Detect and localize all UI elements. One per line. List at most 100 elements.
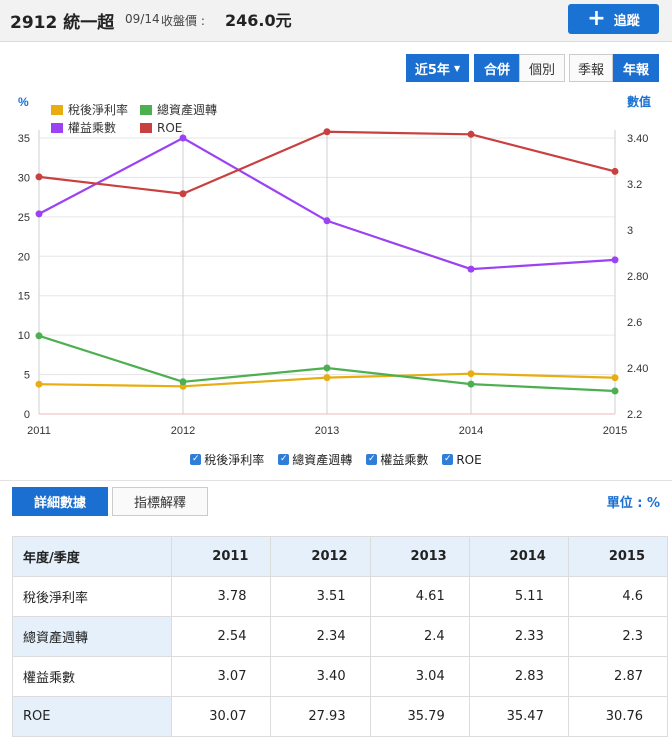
x-tick-label: 2011 xyxy=(27,425,51,437)
cell: 2.54 xyxy=(171,616,272,657)
legend-swatch xyxy=(140,123,152,133)
year-header: 2012 xyxy=(270,536,371,577)
right-tick-label: 2.2 xyxy=(627,409,642,421)
data-point xyxy=(179,378,187,386)
cell: 2.87 xyxy=(567,656,669,697)
corner-header: 年度/季度 xyxy=(11,536,173,577)
data-point xyxy=(179,134,187,142)
year-header: 2013 xyxy=(369,536,470,577)
toggle-label: ROE xyxy=(456,452,482,467)
data-point xyxy=(467,130,475,138)
data-point xyxy=(35,380,43,388)
cell: 2.33 xyxy=(468,616,569,657)
data-point xyxy=(35,173,43,181)
cell: 2.3 xyxy=(567,616,669,657)
left-tick-label: 10 xyxy=(18,330,30,342)
follow-button[interactable]: + 追蹤 xyxy=(568,4,659,34)
cell: 30.76 xyxy=(567,696,669,737)
single-button[interactable]: 個別 xyxy=(519,54,565,82)
checkbox-icon: ✓ xyxy=(366,454,378,465)
left-axis-title: % xyxy=(18,95,29,109)
right-tick-label: 3.40 xyxy=(627,133,648,145)
data-point xyxy=(323,374,331,382)
tab-indicator-explain[interactable]: 指標解釋 xyxy=(112,487,208,516)
section-divider xyxy=(0,480,672,481)
cell: 3.07 xyxy=(171,656,272,697)
cell: 4.6 xyxy=(567,576,669,617)
closing-price: 246.0元 xyxy=(225,11,292,30)
data-point xyxy=(611,167,619,175)
x-tick-label: 2014 xyxy=(459,425,483,437)
table-row: 權益乘數 3.07 3.40 3.04 2.83 2.87 xyxy=(11,656,669,697)
right-tick-label: 3.2 xyxy=(627,179,642,191)
tab-detail-data[interactable]: 詳細數據 xyxy=(12,487,108,516)
toggle-equity-multiplier[interactable]: ✓ 權益乘數 xyxy=(366,451,428,468)
annual-button[interactable]: 年報 xyxy=(613,54,659,82)
cell: 3.78 xyxy=(171,576,272,617)
legend-label: ROE xyxy=(157,121,182,135)
row-label: 總資產週轉 xyxy=(11,616,173,657)
data-point xyxy=(323,128,331,136)
quote-date: 09/14 xyxy=(125,12,160,26)
data-point xyxy=(179,190,187,198)
year-header: 2011 xyxy=(171,536,272,577)
toggle-label: 總資產週轉 xyxy=(292,453,353,467)
follow-label: 追蹤 xyxy=(613,13,640,29)
right-tick-label: 2.40 xyxy=(627,363,648,375)
legend-swatch xyxy=(51,123,63,133)
series-toggle-legend: ✓ 稅後淨利率 ✓ 總資產週轉 ✓ 權益乘數 ✓ ROE xyxy=(0,451,672,468)
table-header-row: 年度/季度 2011 2012 2013 2014 2015 xyxy=(11,536,669,577)
data-point xyxy=(323,364,331,372)
data-point xyxy=(611,256,619,264)
checkbox-icon: ✓ xyxy=(442,454,454,465)
right-tick-label: 3 xyxy=(627,225,633,237)
data-point xyxy=(611,374,619,382)
table-row: ROE 30.07 27.93 35.79 35.47 30.76 xyxy=(11,696,669,737)
data-point xyxy=(35,210,43,218)
cell: 2.34 xyxy=(270,616,371,657)
merge-button[interactable]: 合併 xyxy=(474,54,520,82)
year-header: 2015 xyxy=(567,536,669,577)
legend-label: 總資產週轉 xyxy=(157,102,217,117)
quarter-button[interactable]: 季報 xyxy=(569,54,613,82)
cell: 3.51 xyxy=(270,576,371,617)
legend-label: 權益乘數 xyxy=(68,121,116,135)
plus-icon: + xyxy=(587,6,606,31)
legend-label: 稅後淨利率 xyxy=(68,102,128,117)
toggle-net-margin[interactable]: ✓ 稅後淨利率 xyxy=(190,451,264,468)
period-label: 近5年 xyxy=(414,62,450,78)
cell: 27.93 xyxy=(270,696,371,737)
cell: 3.40 xyxy=(270,656,371,697)
stock-title: 2912 統一超 xyxy=(10,13,115,33)
data-point xyxy=(467,380,475,388)
legend-swatch xyxy=(140,105,152,115)
row-label: 權益乘數 xyxy=(11,656,173,697)
data-point xyxy=(35,332,43,340)
left-tick-label: 15 xyxy=(18,291,30,303)
legend-swatch xyxy=(51,105,63,115)
period-dropdown[interactable]: 近5年 ▼ xyxy=(406,54,469,82)
checkbox-icon: ✓ xyxy=(190,454,202,465)
cell: 35.79 xyxy=(369,696,470,737)
right-axis-title: 數值 xyxy=(627,94,651,109)
caret-down-icon: ▼ xyxy=(453,63,461,73)
data-point xyxy=(467,265,475,273)
cell: 2.83 xyxy=(468,656,569,697)
toggle-label: 稅後淨利率 xyxy=(204,453,265,467)
data-point xyxy=(467,370,475,378)
toggle-roe[interactable]: ✓ ROE xyxy=(442,451,482,468)
cell: 4.61 xyxy=(369,576,470,617)
toggle-asset-turnover[interactable]: ✓ 總資產週轉 xyxy=(278,451,352,468)
unit-label: 單位 : % xyxy=(606,496,660,511)
x-tick-label: 2012 xyxy=(171,425,195,437)
x-tick-label: 2015 xyxy=(603,425,627,437)
table-row: 稅後淨利率 3.78 3.51 4.61 5.11 4.6 xyxy=(11,576,669,617)
right-tick-label: 2.6 xyxy=(627,317,642,329)
left-tick-label: 5 xyxy=(24,370,30,382)
cell: 30.07 xyxy=(171,696,272,737)
cell: 3.04 xyxy=(369,656,470,697)
cell: 35.47 xyxy=(468,696,569,737)
data-point xyxy=(323,217,331,225)
checkbox-icon: ✓ xyxy=(278,454,290,465)
